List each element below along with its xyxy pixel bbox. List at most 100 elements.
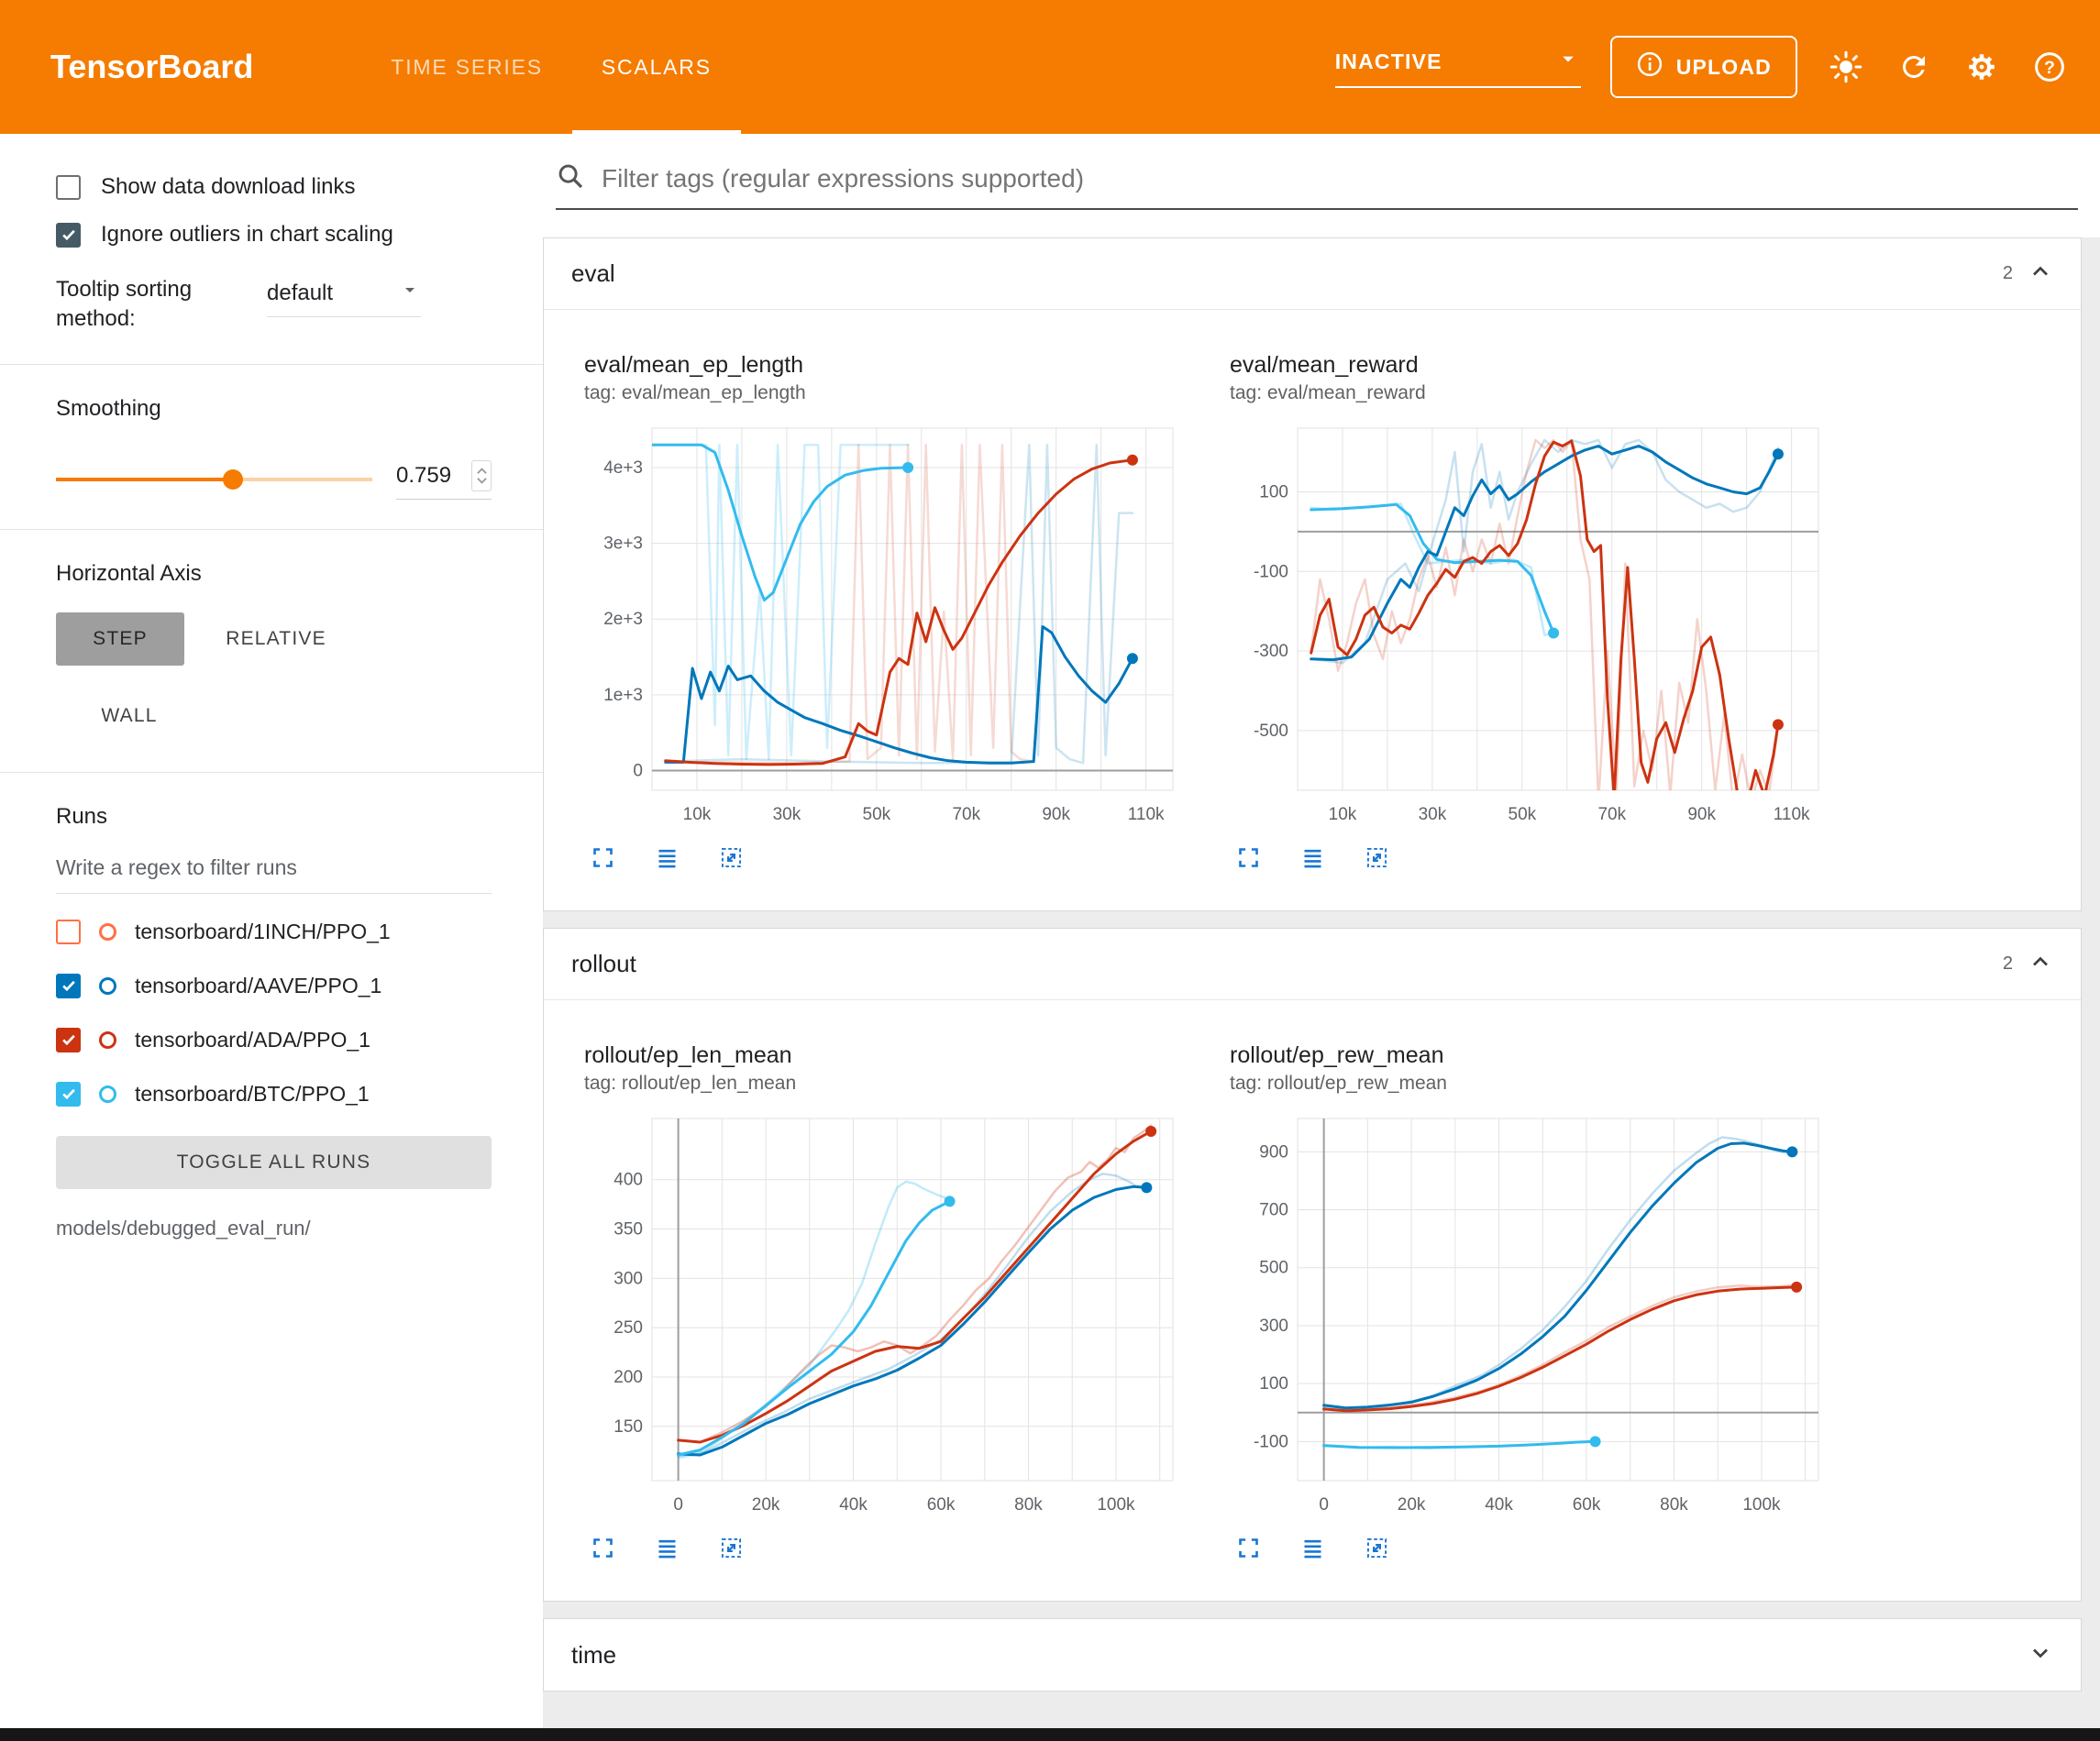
data-table-icon[interactable] [654,844,680,870]
chart-plot[interactable]: 0 20k 40k 60k 80k 100k -100 100 300 500 700 900 [1230,1106,1835,1523]
svg-text:80k: 80k [1660,1495,1688,1515]
fit-domain-icon[interactable] [1364,1535,1389,1560]
run-checkbox[interactable] [56,919,81,944]
refresh-icon[interactable] [1895,48,1933,86]
svg-text:90k: 90k [1042,805,1070,824]
data-table-icon[interactable] [654,1535,680,1560]
section-count: 2 [2002,263,2013,283]
runs-list: tensorboard/1INCH/PPO_1 tensorboard/AAVE/… [56,905,492,1121]
svg-text:700: 700 [1259,1201,1288,1220]
chart-plot[interactable]: 10k 30k 50k 70k 90k 110k 0 1e+3 2e+3 3e+3 4e+3 [584,415,1189,832]
axis-step-button[interactable]: STEP [56,612,184,666]
show-download-links-checkbox[interactable] [56,174,81,200]
run-color-swatch [99,976,116,995]
run-row[interactable]: tensorboard/1INCH/PPO_1 [56,905,492,959]
fit-domain-icon[interactable] [718,1535,744,1560]
fit-domain-icon[interactable] [718,844,744,870]
svg-text:900: 900 [1259,1142,1288,1162]
ignore-outliers-checkbox[interactable] [56,222,81,248]
status-dropdown[interactable]: INACTIVE [1334,46,1581,88]
slider-thumb[interactable] [223,469,244,490]
show-download-links-checkbox-row[interactable]: Show data download links [56,174,492,200]
axis-relative-button[interactable]: RELATIVE [226,627,326,649]
collapse-chevron-icon[interactable] [2028,949,2053,979]
run-checkbox[interactable] [56,1081,81,1107]
section-header[interactable]: eval 2 [544,238,2081,310]
run-color-swatch [99,922,116,941]
section-header[interactable]: rollout 2 [544,929,2081,1000]
fit-domain-icon[interactable] [1364,844,1389,870]
chart-tag: tag: rollout/ep_len_mean [584,1073,797,1094]
help-icon[interactable]: ? [2030,48,2069,86]
collapse-chevron-icon[interactable] [2028,259,2053,289]
svg-text:200: 200 [613,1368,643,1387]
axis-wall-button[interactable]: WALL [101,704,158,726]
svg-text:100: 100 [1259,1374,1288,1394]
chevron-down-icon [399,279,421,307]
tab-time-series[interactable]: TIME SERIES [391,54,543,79]
svg-text:110k: 110k [1774,805,1810,824]
stepper-arrows[interactable] [471,459,492,491]
svg-text:0: 0 [633,762,643,781]
chart-toolbar [584,1535,1189,1560]
svg-text:110k: 110k [1128,805,1165,824]
brightness-icon[interactable] [1827,48,1865,86]
run-row[interactable]: tensorboard/AAVE/PPO_1 [56,959,492,1013]
divider [0,363,543,365]
ignore-outliers-label: Ignore outliers in chart scaling [101,222,393,247]
chart-tag: tag: eval/mean_reward [1230,382,1426,403]
upload-button[interactable]: UPLOAD [1609,36,1797,98]
tooltip-sorting-select[interactable]: default [267,279,421,317]
scalar-chart: rollout/ep_rew_mean tag: rollout/ep_rew_m… [1230,1042,1835,1560]
fullscreen-icon[interactable] [1235,1535,1261,1560]
smoothing-input[interactable]: 0.759 [396,459,492,500]
svg-text:-100: -100 [1254,562,1288,581]
smoothing-value: 0.759 [396,462,452,488]
run-label: tensorboard/AAVE/PPO_1 [135,973,382,997]
divider [0,528,543,530]
tab-scalars[interactable]: SCALARS [571,0,741,134]
svg-text:1e+3: 1e+3 [603,686,643,705]
svg-text:400: 400 [613,1171,643,1190]
chart-title: rollout/ep_rew_mean [1230,1042,1444,1068]
horizontal-axis-label: Horizontal Axis [56,560,202,586]
section-title: time [571,1640,617,1669]
smoothing-slider[interactable] [56,469,372,490]
expand-chevron-icon[interactable] [2028,1640,2053,1670]
chart-plot[interactable]: 0 20k 40k 60k 80k 100k 150 200 250 300 350 400 [584,1106,1189,1523]
data-table-icon[interactable] [1299,1535,1325,1560]
fullscreen-icon[interactable] [590,1535,615,1560]
show-download-links-label: Show data download links [101,174,356,199]
svg-text:100k: 100k [1097,1495,1135,1515]
scalar-chart: rollout/ep_len_mean tag: rollout/ep_len_m… [584,1042,1189,1560]
run-label: tensorboard/BTC/PPO_1 [135,1081,370,1106]
run-row[interactable]: tensorboard/ADA/PPO_1 [56,1013,492,1067]
chart-plot[interactable]: 10k 30k 50k 70k 90k 110k 100 -100 -300 -500 [1230,415,1835,832]
runs-filter-input[interactable] [56,845,492,894]
svg-text:500: 500 [1259,1259,1288,1278]
tooltip-sorting-label: Tooltip sorting method: [56,277,193,332]
section-header[interactable]: time [544,1619,2081,1691]
svg-text:40k: 40k [839,1495,868,1515]
toggle-all-runs-button[interactable]: TOGGLE ALL RUNS [56,1135,492,1189]
data-table-icon[interactable] [1299,844,1325,870]
settings-gear-icon[interactable] [1962,48,2001,86]
fullscreen-icon[interactable] [1235,844,1261,870]
section-title: eval [571,259,615,287]
bottom-edge [0,1728,2100,1741]
svg-text:30k: 30k [773,805,801,824]
chevron-down-icon [1555,46,1581,77]
upload-label: UPLOAD [1675,54,1772,79]
svg-text:60k: 60k [1573,1495,1601,1515]
svg-text:100k: 100k [1742,1495,1781,1515]
run-checkbox[interactable] [56,1027,81,1052]
svg-text:20k: 20k [1398,1495,1426,1515]
tab-bar: TIME SERIES SCALARS [361,0,741,134]
ignore-outliers-checkbox-row[interactable]: Ignore outliers in chart scaling [56,222,492,248]
run-row[interactable]: tensorboard/BTC/PPO_1 [56,1067,492,1121]
run-checkbox[interactable] [56,973,81,998]
tag-filter-input[interactable] [600,162,2078,194]
run-label: tensorboard/ADA/PPO_1 [135,1027,370,1052]
fullscreen-icon[interactable] [590,844,615,870]
svg-text:20k: 20k [752,1495,780,1515]
